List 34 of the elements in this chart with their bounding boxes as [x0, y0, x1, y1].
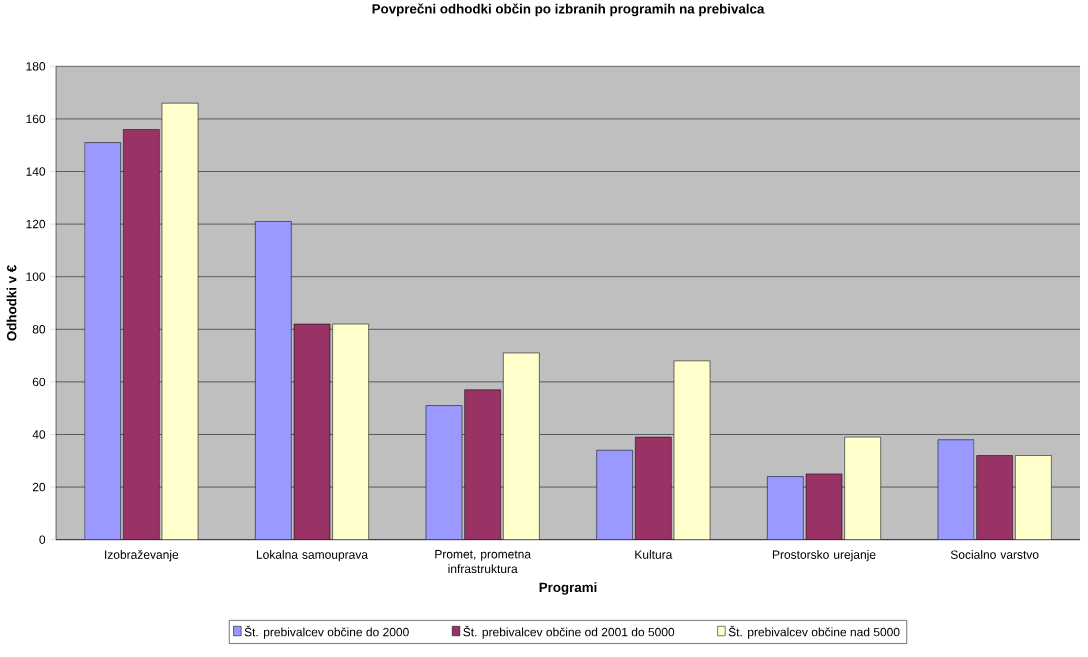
x-tick-label: Promet, prometna infrastruktura	[435, 550, 532, 574]
bar	[976, 455, 1013, 540]
bar	[464, 389, 501, 540]
y-tick-label: 80	[32, 325, 46, 334]
y-axis-title: Odhodki v €	[6, 265, 17, 341]
bar	[673, 360, 711, 540]
y-tick-label: 160	[26, 114, 46, 124]
y-tick-label: 20	[32, 482, 46, 492]
bar	[1015, 455, 1052, 540]
legend-label: Št. prebivalcev občine od 2001 do 5000	[463, 625, 675, 639]
x-tick-label: Kultura	[635, 550, 673, 559]
y-tick-label: 100	[26, 272, 46, 281]
bar	[805, 473, 843, 540]
y-tick-label: 0	[39, 535, 46, 544]
y-tick-label: 60	[32, 377, 46, 387]
y-tick-label: 40	[32, 430, 46, 439]
y-tick-label: 180	[26, 62, 46, 71]
bar	[123, 129, 160, 540]
bar	[161, 102, 199, 540]
bar	[332, 323, 369, 540]
x-tick-label: Socialno varstvo	[950, 550, 1039, 559]
x-axis-title: Programi	[539, 582, 597, 595]
legend-label: Št. prebivalcev občine do 2000	[244, 625, 409, 639]
y-tick-label: 120	[26, 219, 46, 229]
y-tick-label: 140	[26, 167, 46, 176]
x-tick-label: Prostorsko urejanje	[772, 550, 876, 562]
bar	[293, 323, 331, 540]
legend-label: Št. prebivalcev občine nad 5000	[728, 625, 900, 639]
chart-title: Povprečni odhodki občin po izbranih programih na prebivalca	[372, 3, 765, 17]
x-tick-label: Izobraževanje	[105, 550, 179, 562]
x-tick-label: Lokalna samouprava	[256, 550, 369, 562]
bar	[635, 436, 672, 540]
bar	[503, 352, 540, 540]
bar	[844, 436, 881, 540]
